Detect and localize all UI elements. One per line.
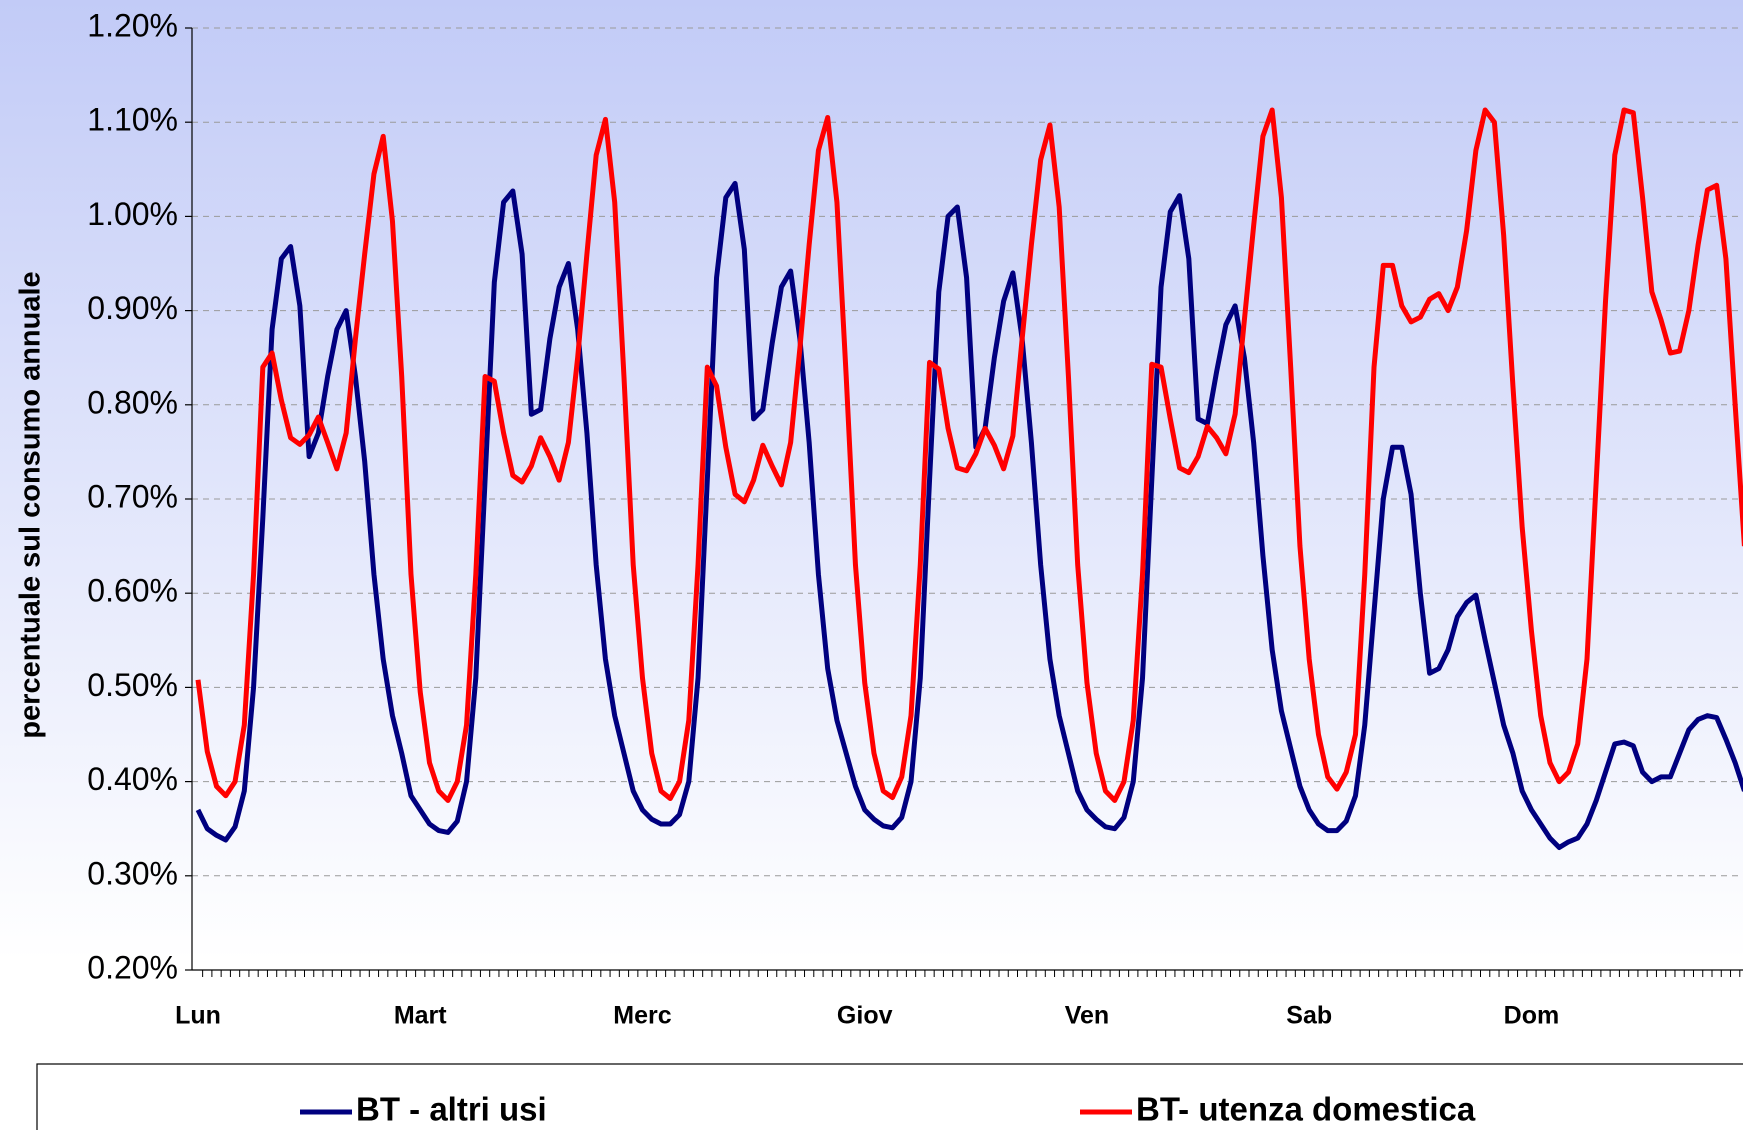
- legend-label: BT- utenza domestica: [1136, 1091, 1476, 1128]
- y-tick-label: 0.50%: [87, 667, 178, 703]
- x-tick-label: Dom: [1504, 1002, 1560, 1030]
- y-axis-label: percentuale sul consumo annuale: [15, 271, 47, 738]
- y-tick-label: 0.80%: [87, 384, 178, 420]
- x-tick-label: Lun: [175, 1002, 221, 1030]
- y-tick-label: 1.00%: [87, 196, 178, 232]
- series-line: [195, 180, 1743, 851]
- y-tick-label: 0.40%: [87, 761, 178, 797]
- x-tick-label: Giov: [837, 1002, 893, 1030]
- legend-label: BT - altri usi: [356, 1091, 547, 1128]
- y-tick-label: 0.60%: [87, 573, 178, 609]
- y-tick-label: 0.20%: [87, 949, 178, 985]
- x-tick-label: Mart: [394, 1002, 447, 1030]
- x-tick-label: Ven: [1065, 1002, 1109, 1030]
- y-tick-label: 1.20%: [87, 7, 178, 43]
- y-tick-label: 0.30%: [87, 855, 178, 891]
- y-tick-label: 0.90%: [87, 290, 178, 326]
- y-tick-label: 1.10%: [87, 102, 178, 138]
- legend-box: [36, 1063, 1743, 1130]
- x-tick-label: Sab: [1286, 1002, 1332, 1030]
- series-line: [195, 107, 1743, 803]
- y-tick-label: 0.70%: [87, 478, 178, 514]
- x-tick-label: Merc: [613, 1002, 671, 1030]
